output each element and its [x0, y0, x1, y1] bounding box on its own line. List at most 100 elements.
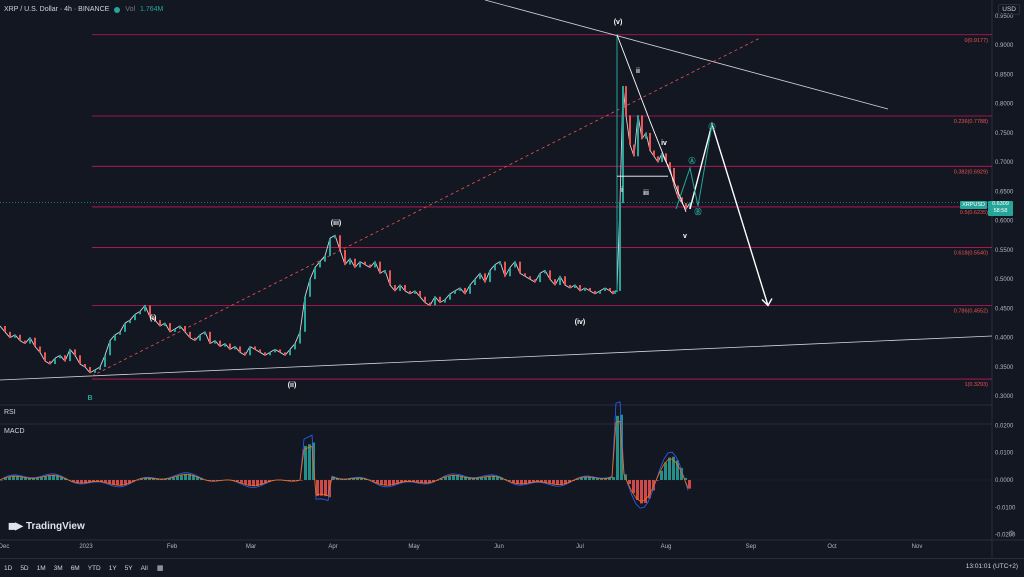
macd-histogram-bar — [468, 477, 471, 480]
range-all-button[interactable]: All — [140, 564, 148, 572]
macd-indicator-label[interactable]: MACD — [4, 428, 25, 435]
fib-level-label: 0.618(0.5540) — [954, 251, 988, 257]
macd-histogram-bar — [492, 475, 495, 480]
macd-histogram-bar — [488, 475, 491, 480]
macd-histogram-bar — [668, 457, 671, 480]
range-1d-button[interactable]: 1D — [4, 564, 13, 572]
price-axis-tick-label: 0.5500 — [995, 248, 1014, 254]
macd-histogram-bar — [676, 460, 679, 480]
price-candle — [574, 285, 576, 288]
macd-histogram-bar — [260, 480, 263, 486]
macd-histogram-bar — [88, 480, 91, 483]
price-candle — [494, 264, 496, 271]
macd-histogram-bar — [404, 480, 407, 482]
price-candle — [681, 197, 683, 204]
macd-histogram-bar — [56, 475, 59, 480]
macd-histogram-bar — [356, 477, 359, 480]
price-candle — [324, 255, 326, 262]
macd-histogram-bar — [680, 467, 683, 480]
price-candle — [119, 331, 121, 335]
time-axis-tick-label: Sep — [746, 544, 757, 550]
macd-histogram-bar — [628, 480, 631, 485]
clock[interactable]: 13:01:01 (UTC+2) — [965, 563, 1018, 570]
macd-histogram-bar — [552, 480, 555, 485]
price-candle — [554, 279, 556, 286]
macd-histogram-bar — [304, 445, 307, 480]
macd-axis-tick-label: -0.0200 — [995, 533, 1016, 539]
macd-histogram-bar — [384, 480, 387, 486]
volume-label: Vol — [125, 6, 136, 13]
price-candle — [629, 115, 631, 145]
price-candle — [514, 261, 516, 268]
currency-selector[interactable]: USD — [998, 4, 1020, 15]
price-candle — [124, 323, 126, 332]
price-candle — [104, 355, 106, 367]
time-axis-tick-label: Jul — [576, 544, 584, 550]
price-candle — [359, 261, 361, 268]
macd-histogram-bar — [0, 480, 3, 481]
price-candle — [154, 317, 156, 321]
tradingview-logo-text: TradingView — [26, 521, 85, 532]
macd-histogram-bar — [648, 480, 651, 499]
fib-level-label: 0.236(0.7788) — [954, 119, 988, 125]
range-1m-button[interactable]: 1M — [36, 564, 46, 572]
macd-histogram-bar — [188, 473, 191, 480]
price-candle — [439, 296, 441, 303]
price-candle — [612, 290, 614, 294]
price-candle — [134, 314, 136, 321]
calendar-icon[interactable]: ▦ — [156, 565, 164, 572]
macd-histogram-bar — [24, 477, 27, 480]
macd-axis-tick-label: 0.0100 — [995, 451, 1014, 457]
range-6m-button[interactable]: 6M — [70, 564, 80, 572]
time-axis-tick-label: Dec — [0, 544, 9, 550]
price-candle — [164, 323, 166, 326]
fib-level-label: 0.382(0.6929) — [954, 169, 988, 175]
macd-histogram-bar — [116, 480, 119, 486]
range-1y-button[interactable]: 1Y — [108, 564, 117, 572]
macd-histogram-bar — [500, 477, 503, 480]
macd-histogram-bar — [540, 480, 543, 482]
macd-histogram-bar — [636, 480, 639, 500]
macd-histogram-bar — [96, 480, 99, 482]
rsi-indicator-label[interactable]: RSI — [4, 409, 16, 416]
price-candle — [474, 279, 476, 286]
macd-histogram-bar — [168, 478, 171, 480]
macd-histogram-bar — [184, 473, 187, 480]
macd-histogram-bar — [460, 475, 463, 480]
price-candle — [584, 287, 586, 291]
range-5d-button[interactable]: 5D — [20, 564, 29, 572]
price-candle — [685, 203, 687, 209]
wave-label: (iii) — [331, 220, 342, 227]
wave-label: (i) — [150, 315, 157, 322]
macd-histogram-bar — [52, 474, 55, 480]
price-candle — [4, 326, 6, 332]
price-candle — [419, 290, 421, 297]
price-candle — [174, 328, 176, 332]
macd-histogram-bar — [396, 480, 399, 485]
range-5y-button[interactable]: 5Y — [124, 564, 133, 572]
price-candle — [641, 115, 643, 139]
tradingview-logo: ◼▶ TradingView — [8, 521, 85, 532]
time-axis-tick-label: 2023 — [79, 544, 93, 550]
macd-histogram-bar — [248, 480, 251, 486]
range-3m-button[interactable]: 3M — [53, 564, 63, 572]
macd-histogram-bar — [148, 477, 151, 480]
macd-histogram-bar — [620, 414, 623, 480]
range-ytd-button[interactable]: YTD — [87, 564, 101, 572]
price-candle — [304, 296, 306, 332]
macd-histogram-bar — [608, 478, 611, 480]
macd-histogram-bar — [44, 476, 47, 480]
symbol-header[interactable]: XRP / U.S. Dollar · 4h · BINANCE Vol 1.7… — [4, 4, 163, 15]
macd-histogram-bar — [472, 478, 475, 480]
price-candle — [54, 358, 56, 365]
price-candle — [309, 279, 311, 297]
symbol-title[interactable]: XRP / U.S. Dollar · 4h · BINANCE — [4, 6, 110, 13]
settings-icon[interactable]: ⚙ — [1007, 529, 1015, 538]
time-axis-tick-label: Jun — [494, 544, 504, 550]
price-candle — [609, 287, 611, 291]
price-axis-tick-label: 0.3500 — [995, 365, 1014, 371]
support-trendline — [0, 335, 993, 381]
price-candle — [94, 369, 96, 373]
price-candle — [569, 285, 571, 288]
